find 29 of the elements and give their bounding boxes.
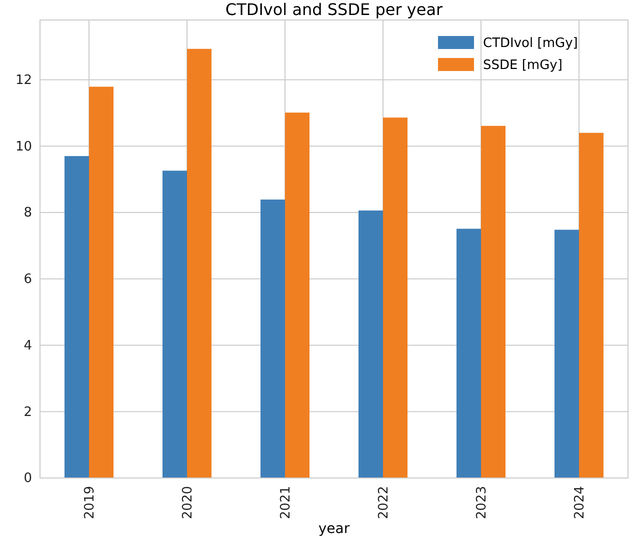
bar (383, 118, 408, 478)
bar (187, 48, 212, 478)
x-tick-label: 2020 (180, 486, 196, 520)
x-tick-label: 2022 (376, 486, 392, 520)
bar (285, 112, 310, 478)
x-tick-label: 2023 (474, 486, 490, 520)
bar (162, 170, 187, 478)
bar (481, 126, 506, 478)
x-tick-label: 2024 (572, 486, 588, 520)
y-tick-label: 8 (24, 206, 32, 221)
bar (456, 228, 481, 478)
legend-label: CTDIvol [mGy] (483, 36, 578, 51)
y-tick-label: 2 (24, 404, 32, 420)
chart-title: CTDIvol and SSDE per year (225, 0, 443, 19)
y-tick-label: 12 (15, 72, 32, 88)
x-tick-label: 2019 (82, 486, 98, 520)
bar (89, 86, 114, 478)
y-tick-label: 4 (24, 338, 32, 354)
bar (579, 132, 604, 478)
legend-label: SSDE [mGy] (483, 58, 562, 73)
bar (554, 230, 579, 478)
bar (260, 200, 285, 478)
y-tick-label: 0 (24, 471, 32, 486)
y-tick-label: 6 (24, 272, 32, 288)
bar (358, 210, 383, 478)
bar (64, 156, 89, 478)
y-tick-label: 10 (15, 139, 32, 154)
x-tick-label: 2021 (278, 486, 294, 520)
x-axis-title: year (318, 521, 350, 537)
